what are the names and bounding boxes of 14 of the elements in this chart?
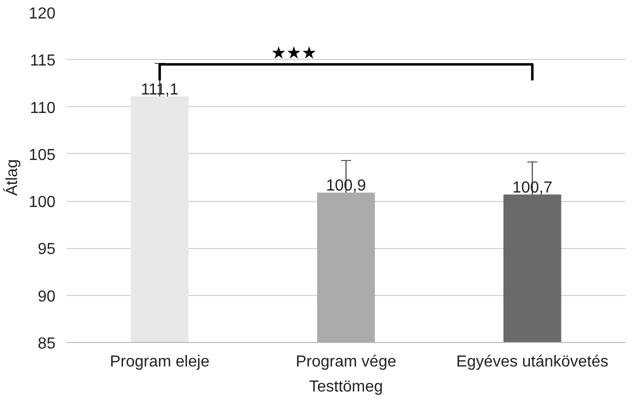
y-tick-label: 120 [28,6,56,22]
y-tick-label: 110 [30,100,56,117]
x-axis-title: Testtömeg [309,378,383,396]
y-tick-label: 90 [38,288,56,306]
y-tick-label: 105 [28,146,56,164]
x-tick-label: Program eleje [110,354,210,370]
annotation: ★★★ [270,43,317,64]
y-tick-label: 100 [28,194,56,212]
x-tick-label: Program vége [296,354,396,370]
y-axis-title: Átlag [2,159,21,196]
x-tick-label: Egyéves utánkövetés [456,354,608,370]
y-tick-label: 95 [38,241,56,258]
y-tick-label: 115 [30,52,56,70]
y-tick-label: 85 [38,336,56,352]
